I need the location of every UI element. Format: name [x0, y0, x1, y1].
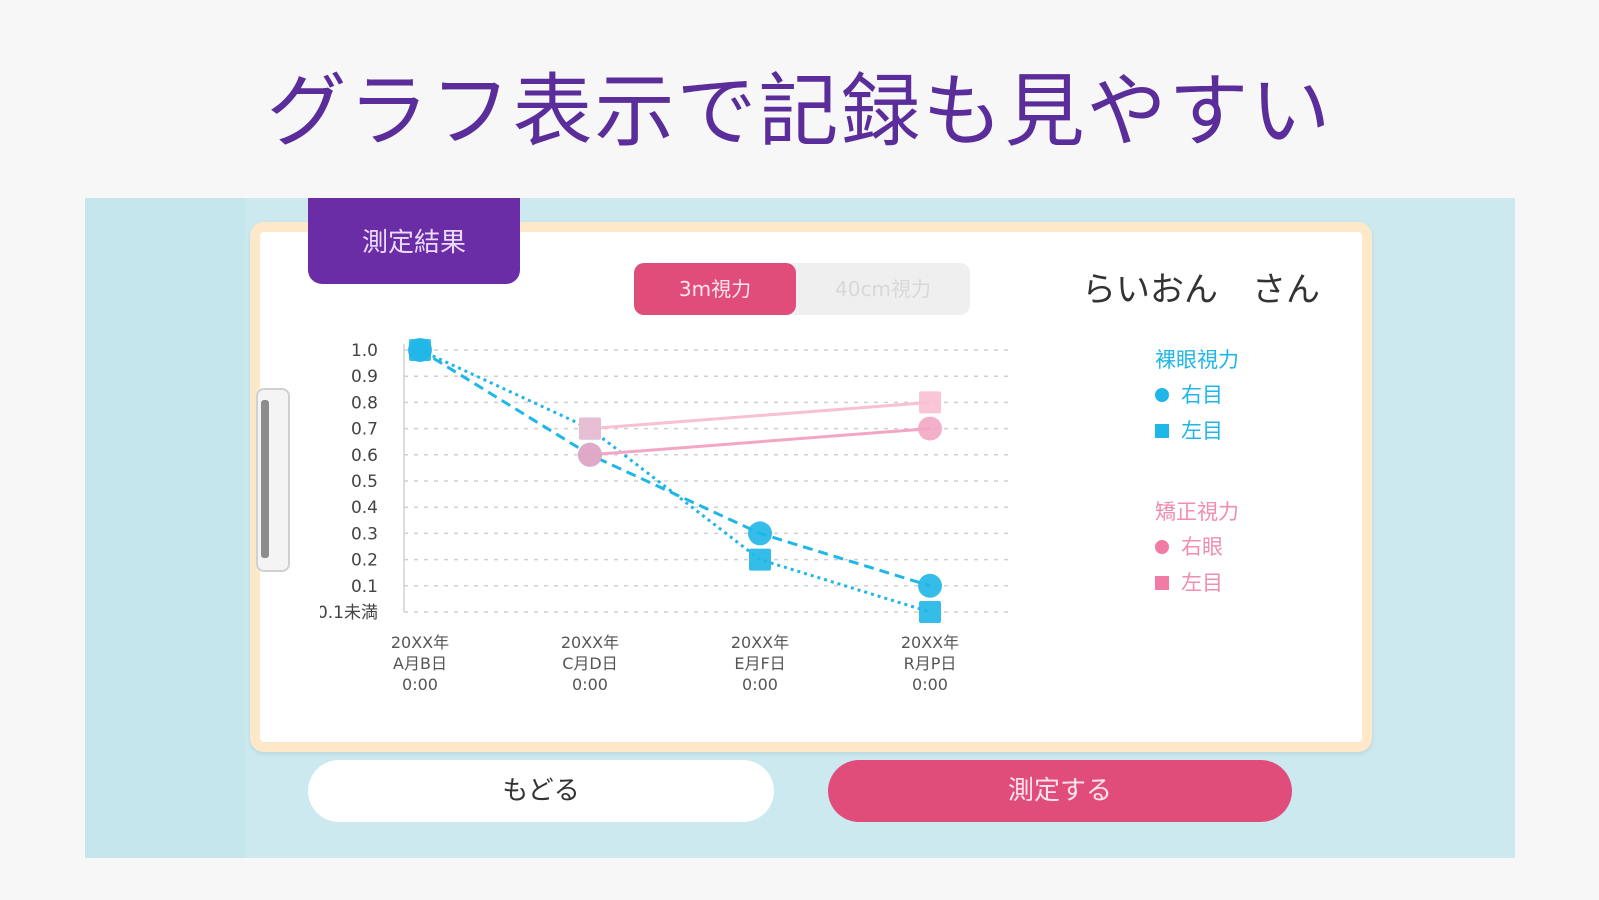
y-tick-label: 0.2: [351, 551, 378, 571]
vision-chart: 1.0 0.9 0.8 0.7 0.6 0.5 0.4 0.3 0.2 0.1 0.1未満 20XX…: [320, 338, 1010, 694]
legend-item-naked-left: 左目: [1155, 413, 1239, 449]
y-tick-label: 0.9: [351, 367, 378, 387]
page-headline: グラフ表示で記録も見やすい: [266, 65, 1333, 158]
y-tick-label: 0.7: [351, 420, 378, 440]
result-tab[interactable]: 測定結果: [308, 198, 520, 284]
back-button[interactable]: もどる: [308, 760, 774, 822]
clipboard-clip: [256, 388, 290, 572]
x-tick-label: 20XX年: [391, 633, 449, 652]
y-tick-label: 0.4: [351, 498, 378, 518]
y-tick-label: 0.8: [351, 393, 378, 413]
y-tick-label: 1.0: [351, 341, 378, 361]
data-point-square: [919, 601, 941, 623]
y-tick-label: 0.5: [351, 472, 378, 492]
clip-bar: [261, 400, 269, 558]
chart-legend: 裸眼視力 右目 左目 矯正視力 右眼 左目: [1155, 343, 1239, 647]
patient-name: らいおん さん: [1082, 270, 1320, 310]
x-tick-label: 20XX年: [901, 633, 959, 652]
square-marker-icon: [1155, 576, 1169, 590]
data-point-square: [919, 391, 941, 414]
data-point-circle: [918, 416, 942, 441]
legend-label: 左目: [1181, 419, 1223, 443]
toggle-40cm[interactable]: 40cm視力: [835, 277, 931, 301]
circle-marker-icon: [1155, 388, 1169, 402]
data-point-circle: [748, 521, 772, 546]
x-tick-label: A月B日: [393, 654, 447, 673]
legend-item-naked-right: 右目: [1155, 377, 1239, 413]
y-tick-label: 0.1: [351, 577, 378, 597]
x-tick-label: 0:00: [572, 675, 608, 694]
y-tick-label: 0.3: [351, 524, 378, 544]
mode-toggle[interactable]: 3m視力 40cm視力: [634, 263, 970, 315]
legend-label: 左目: [1181, 571, 1223, 595]
series-line: [589, 427, 931, 457]
series-line: [589, 400, 931, 431]
data-point-square: [409, 339, 431, 361]
x-tick-label: C月D日: [562, 654, 618, 673]
data-point-square: [579, 417, 601, 440]
x-tick-label: 20XX年: [561, 633, 619, 652]
x-tick-label: 0:00: [912, 675, 948, 694]
y-tick-label: 0.1未満: [320, 603, 378, 623]
square-marker-icon: [1155, 424, 1169, 438]
measure-button[interactable]: 測定する: [828, 760, 1292, 822]
x-tick-label: R月P日: [904, 654, 957, 673]
series-line: [419, 348, 931, 614]
data-point-circle: [578, 442, 602, 467]
x-tick-label: 0:00: [402, 675, 438, 694]
result-card: [250, 222, 1372, 752]
legend-group-naked: 裸眼視力 右目 左目: [1155, 343, 1239, 449]
toggle-3m[interactable]: 3m視力: [634, 263, 796, 315]
y-tick-label: 0.6: [351, 446, 378, 466]
device-side-panel: [85, 198, 245, 858]
circle-marker-icon: [1155, 540, 1169, 554]
data-point-square: [749, 548, 771, 571]
legend-title-corrected: 矯正視力: [1155, 500, 1239, 524]
legend-label: 右目: [1181, 383, 1223, 407]
legend-item-corrected-left: 左目: [1155, 565, 1239, 601]
legend-group-corrected: 矯正視力 右眼 左目: [1155, 495, 1239, 601]
x-tick-label: 0:00: [742, 675, 778, 694]
x-tick-label: E月F日: [734, 654, 785, 673]
legend-title-naked: 裸眼視力: [1155, 348, 1239, 372]
legend-item-corrected-right: 右眼: [1155, 529, 1239, 565]
legend-label: 右眼: [1181, 535, 1223, 559]
data-point-circle: [918, 573, 942, 598]
x-tick-label: 20XX年: [731, 633, 789, 652]
